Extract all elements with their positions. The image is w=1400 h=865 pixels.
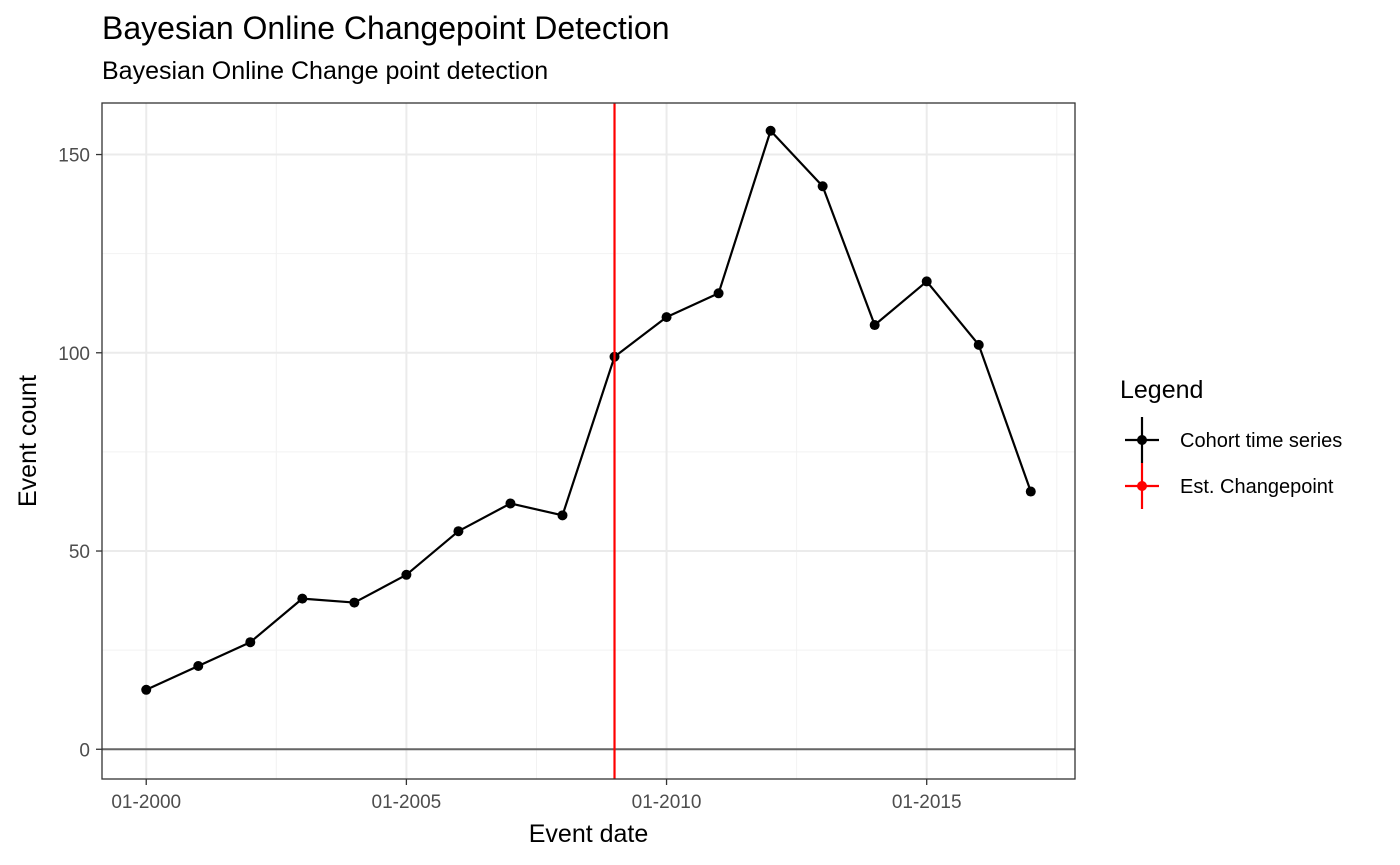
y-tick-label: 100 bbox=[58, 344, 90, 365]
legend-label: Cohort time series bbox=[1180, 430, 1342, 452]
y-axis-tick-labels: 0 50 100 150 bbox=[58, 146, 90, 762]
data-point bbox=[401, 569, 412, 580]
x-axis-tick-labels: 01-2000 01-2005 01-2010 01-2015 bbox=[111, 792, 961, 813]
legend-title: Legend bbox=[1120, 376, 1203, 404]
x-axis-label: Event date bbox=[529, 820, 649, 848]
minor-gridlines bbox=[102, 103, 1075, 779]
data-point bbox=[349, 597, 360, 608]
x-tick-label: 01-2015 bbox=[892, 792, 962, 813]
data-point bbox=[505, 498, 516, 509]
data-point bbox=[453, 526, 464, 537]
data-point bbox=[245, 637, 256, 648]
legend: Legend Cohort time series Est. Changepoin… bbox=[1120, 376, 1342, 509]
data-point bbox=[1025, 486, 1036, 497]
y-tick-label: 50 bbox=[69, 542, 90, 563]
data-point bbox=[765, 125, 776, 136]
data-point bbox=[661, 312, 672, 323]
legend-label: Est. Changepoint bbox=[1180, 476, 1334, 498]
data-point bbox=[297, 593, 308, 604]
chart-subtitle: Bayesian Online Change point detection bbox=[102, 57, 549, 85]
plot-panel-border bbox=[101, 102, 1076, 780]
y-tick-label: 0 bbox=[79, 740, 90, 761]
data-point bbox=[193, 661, 204, 672]
legend-key-point bbox=[1137, 481, 1147, 491]
data-point bbox=[921, 276, 932, 287]
data-point bbox=[973, 339, 984, 350]
cohort-series bbox=[141, 125, 1036, 695]
y-axis-label: Event count bbox=[14, 375, 42, 507]
x-tick-label: 01-2000 bbox=[111, 792, 181, 813]
data-point bbox=[713, 288, 724, 299]
data-point bbox=[141, 684, 152, 695]
major-gridlines bbox=[102, 103, 1075, 779]
data-point bbox=[869, 320, 880, 331]
y-tick-label: 150 bbox=[58, 146, 90, 167]
x-tick-label: 01-2005 bbox=[372, 792, 442, 813]
data-point bbox=[817, 181, 828, 192]
x-tick-label: 01-2010 bbox=[632, 792, 702, 813]
chart-title: Bayesian Online Changepoint Detection bbox=[102, 10, 670, 46]
series-line bbox=[145, 129, 1032, 691]
legend-key-point bbox=[1137, 435, 1147, 445]
data-point bbox=[557, 510, 568, 521]
axis-ticks bbox=[96, 153, 928, 785]
